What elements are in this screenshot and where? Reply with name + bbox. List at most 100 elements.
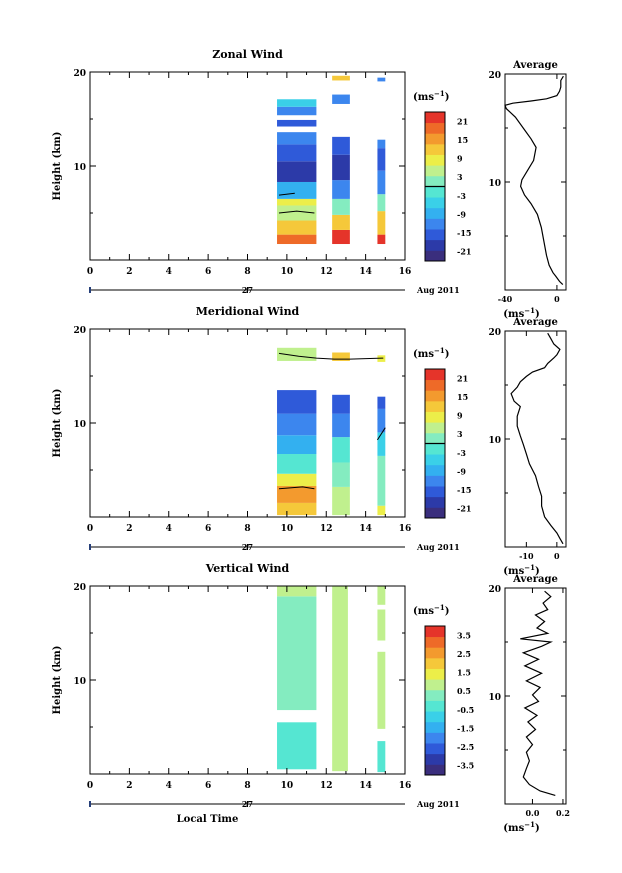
colorbar-tick-label: 3.5	[457, 630, 471, 640]
colorbar-tick-label: 1.5	[457, 668, 471, 678]
colorbar-swatch	[425, 732, 445, 744]
heatmap-cell	[332, 462, 350, 487]
average-frame	[504, 587, 567, 805]
heatmap-cell	[377, 170, 386, 195]
average-panel-1: Average -40 0 10 20 (ms−1)	[488, 60, 567, 320]
heatmap-cell	[277, 161, 317, 182]
colorbar-tick-label: -21	[457, 504, 471, 514]
heatmap-cell	[377, 396, 386, 409]
heatmap-cell	[277, 198, 317, 206]
colorbar-tick-label: -3	[457, 191, 466, 201]
colorbar-tick-label: -15	[457, 228, 471, 238]
panel-title: Zonal Wind	[212, 48, 283, 61]
x-tick-label: 2	[126, 267, 132, 277]
x-tick-label: 4	[166, 781, 172, 791]
heatmap-cell	[277, 722, 317, 770]
average-y-tick-label: 10	[488, 693, 501, 703]
colorbar-swatch	[425, 369, 445, 381]
colorbar-swatch	[425, 175, 445, 187]
x-tick-label: 2	[126, 781, 132, 791]
unit-superscript: −1	[524, 820, 535, 829]
y-axis-label: Height (km)	[52, 646, 63, 715]
panel-3: Vertical Wind 0 2 4 6 8 10 12 14 16 10 20 Height (km…	[52, 562, 474, 825]
heatmap-cell	[332, 94, 350, 104]
x-tick-label: 0	[87, 781, 93, 791]
colorbar-frame	[424, 625, 446, 776]
unit-close: )	[535, 566, 540, 577]
heatmap-cell	[377, 741, 386, 773]
heatmap-cell	[277, 435, 317, 455]
x-tick-label: 0	[87, 267, 93, 277]
average-unit-label: (ms−1)	[503, 563, 539, 577]
average-y-tick-label: 20	[488, 71, 501, 81]
date-day-label: 27	[242, 285, 253, 295]
colorbar-swatch	[425, 475, 445, 487]
y-axis-label: Height (km)	[52, 389, 63, 458]
colorbar-swatch	[425, 143, 445, 155]
colorbar-swatch	[425, 250, 445, 262]
x-tick-label: 16	[399, 781, 412, 791]
average-unit-label: (ms−1)	[503, 306, 539, 320]
unit-text: (ms	[413, 92, 434, 103]
colorbar-swatch	[425, 657, 445, 669]
y-tick-label: 20	[73, 69, 86, 79]
average-x-tick-label: 0.0	[525, 808, 539, 818]
x-tick-label: 14	[359, 524, 372, 534]
colorbar-swatch	[425, 507, 445, 519]
heatmap-cell	[277, 234, 317, 245]
y-tick-label: 10	[73, 677, 86, 687]
colorbar-swatch	[425, 743, 445, 755]
unit-superscript: −1	[434, 89, 445, 98]
unit-superscript: −1	[524, 563, 535, 572]
average-profile-line	[520, 590, 556, 796]
y-tick-label: 20	[73, 326, 86, 336]
heatmap-cell	[332, 413, 350, 438]
x-tick-label: 16	[399, 524, 412, 534]
colorbar-tick-label: -9	[457, 466, 466, 476]
average-y-tick-label: 10	[488, 179, 501, 189]
colorbar-swatch	[425, 197, 445, 209]
average-x-tick-label: -10	[519, 551, 534, 561]
colorbar-swatch	[425, 636, 445, 648]
colorbar-tick-label: -1.5	[457, 723, 474, 733]
heatmap-cell	[377, 651, 386, 729]
contour-line	[278, 352, 384, 360]
colorbar-swatch	[425, 679, 445, 691]
colorbar-tick-label: -2.5	[457, 742, 474, 752]
x-tick-label: 10	[281, 524, 294, 534]
colorbar-swatch	[425, 700, 445, 712]
heatmap-cell	[277, 596, 317, 711]
x-tick-label: 4	[166, 267, 172, 277]
colorbar-tick-label: -0.5	[457, 705, 474, 715]
panel-1: Zonal Wind 0 2 4 6 8 10 12 14 16 10 20 Height (km) 27…	[52, 48, 471, 295]
average-panel-3: Average 0.0 0.2 10 20 (ms−1)	[488, 574, 569, 834]
heatmap-cell	[277, 220, 317, 235]
colorbar-swatch	[425, 432, 445, 444]
average-unit-label: (ms−1)	[503, 820, 539, 834]
date-day-label: 27	[242, 542, 253, 552]
unit-text: (ms	[503, 823, 524, 834]
heatmap-cell	[277, 132, 317, 145]
colorbar-swatch	[425, 229, 445, 241]
x-tick-label: 14	[359, 267, 372, 277]
y-axis-label: Height (km)	[52, 132, 63, 201]
unit-close: )	[445, 349, 450, 360]
heatmap-cell	[377, 211, 386, 235]
heatmap-cell	[377, 234, 386, 245]
unit-text: (ms	[413, 349, 434, 360]
colorbar-tick-label: 2.5	[457, 649, 471, 659]
colorbar-swatch	[425, 154, 445, 166]
heatmap-cell	[377, 432, 386, 456]
colorbar-unit-label: (ms−1)	[413, 89, 449, 103]
date-month-label: Aug 2011	[416, 799, 460, 809]
colorbar-unit-label: (ms−1)	[413, 346, 449, 360]
colorbar-tick-label: 3	[457, 172, 463, 182]
average-y-tick-label: 20	[488, 585, 501, 595]
unit-close: )	[535, 823, 540, 834]
colorbar-tick-label: -3.5	[457, 761, 474, 771]
contour-line	[278, 210, 315, 214]
heatmap-cell	[277, 99, 317, 107]
x-tick-label: 10	[281, 267, 294, 277]
colorbar-tick-label: -15	[457, 485, 471, 495]
colorbar-tick-label: 9	[457, 411, 463, 421]
